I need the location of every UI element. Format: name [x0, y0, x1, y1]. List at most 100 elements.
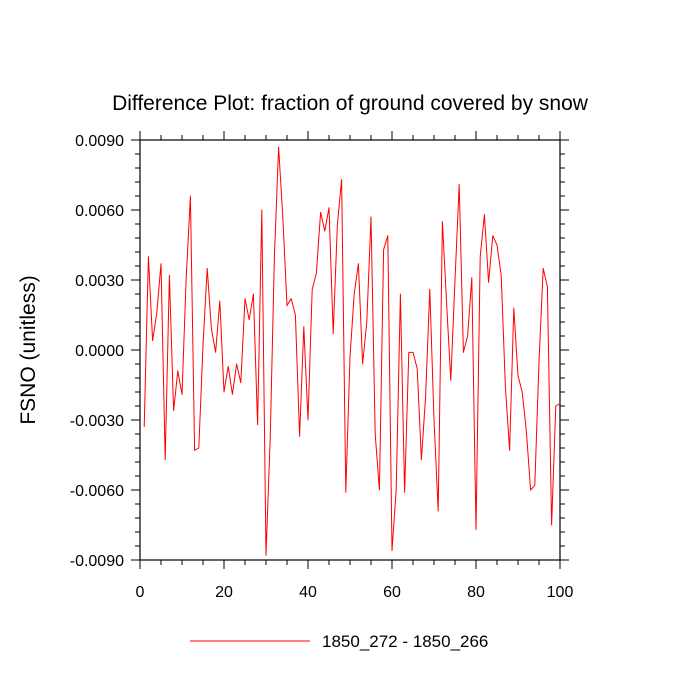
data-point: [324, 230, 326, 232]
data-point: [487, 281, 489, 283]
data-point: [206, 267, 208, 269]
legend-label: 1850_272 - 1850_266: [322, 632, 488, 651]
data-point: [273, 255, 275, 257]
data-point: [378, 489, 380, 491]
data-point: [412, 351, 414, 353]
x-tick-label: 60: [383, 584, 401, 601]
data-point: [483, 213, 485, 215]
data-point: [538, 360, 540, 362]
data-point: [143, 426, 145, 428]
data-point: [303, 325, 305, 327]
data-point: [181, 393, 183, 395]
data-point: [168, 274, 170, 276]
data-point: [366, 321, 368, 323]
data-point: [286, 304, 288, 306]
data-point: [479, 255, 481, 257]
y-tick-label: 0.0060: [75, 203, 124, 220]
y-tick-label: 0.0030: [75, 273, 124, 290]
data-point: [294, 314, 296, 316]
data-point: [328, 206, 330, 208]
data-point: [151, 339, 153, 341]
data-point: [387, 234, 389, 236]
data-point: [504, 386, 506, 388]
data-point: [550, 524, 552, 526]
data-point: [546, 286, 548, 288]
data-point: [311, 288, 313, 290]
data-point: [332, 332, 334, 334]
data-point: [445, 302, 447, 304]
data-point: [433, 419, 435, 421]
x-tick-label: 80: [467, 584, 485, 601]
data-point: [340, 178, 342, 180]
y-tick-label: -0.0060: [70, 483, 124, 500]
data-point: [214, 351, 216, 353]
data-point: [319, 211, 321, 213]
data-point: [248, 318, 250, 320]
data-point: [252, 293, 254, 295]
data-point: [420, 458, 422, 460]
data-point: [496, 244, 498, 246]
data-point: [416, 367, 418, 369]
data-point: [349, 356, 351, 358]
data-point: [156, 311, 158, 313]
data-point: [307, 419, 309, 421]
data-point: [235, 363, 237, 365]
data-point: [261, 209, 263, 211]
data-point: [185, 276, 187, 278]
data-point: [244, 297, 246, 299]
data-point: [408, 351, 410, 353]
data-point: [315, 272, 317, 274]
data-point: [454, 279, 456, 281]
data-point: [147, 255, 149, 257]
data-point: [374, 433, 376, 435]
legend: 1850_272 - 1850_266: [190, 632, 488, 651]
data-point: [193, 449, 195, 451]
data-point: [555, 405, 557, 407]
data-point: [513, 307, 515, 309]
data-point: [424, 395, 426, 397]
data-point: [227, 365, 229, 367]
data-point: [198, 447, 200, 449]
data-point: [466, 335, 468, 337]
x-tick-label: 40: [299, 584, 317, 601]
y-axis-label: FSNO (unitless): [17, 275, 40, 424]
data-point: [458, 183, 460, 185]
x-tick-label: 0: [136, 584, 145, 601]
data-point: [542, 267, 544, 269]
data-point: [399, 293, 401, 295]
data-point: [517, 374, 519, 376]
data-point: [559, 402, 561, 404]
data-point: [353, 293, 355, 295]
axis-tick-labels: 0 20 40 60 80 100 0.0090 0.0060 0.0030 0.0000 -0.0…: [70, 133, 574, 601]
data-point: [240, 381, 242, 383]
data-point: [160, 262, 162, 264]
data-point: [357, 262, 359, 264]
data-point: [437, 510, 439, 512]
data-point: [177, 370, 179, 372]
data-point: [462, 351, 464, 353]
data-point: [508, 449, 510, 451]
data-point: [231, 393, 233, 395]
y-tick-label: 0.0000: [75, 343, 124, 360]
data-point: [336, 223, 338, 225]
data-point: [189, 195, 191, 197]
data-point: [525, 430, 527, 432]
series-points: [143, 146, 561, 557]
data-point: [534, 484, 536, 486]
data-point: [256, 423, 258, 425]
data-point: [219, 300, 221, 302]
data-point: [492, 234, 494, 236]
data-point: [450, 379, 452, 381]
data-point: [265, 554, 267, 556]
data-point: [361, 363, 363, 365]
chart-title: Difference Plot: fraction of ground cove…: [112, 92, 589, 115]
data-point: [441, 220, 443, 222]
x-tick-label: 100: [547, 584, 574, 601]
y-tick-label: -0.0030: [70, 413, 124, 430]
data-point: [164, 458, 166, 460]
data-point: [391, 549, 393, 551]
data-point: [345, 491, 347, 493]
data-point: [223, 391, 225, 393]
data-point: [298, 435, 300, 437]
